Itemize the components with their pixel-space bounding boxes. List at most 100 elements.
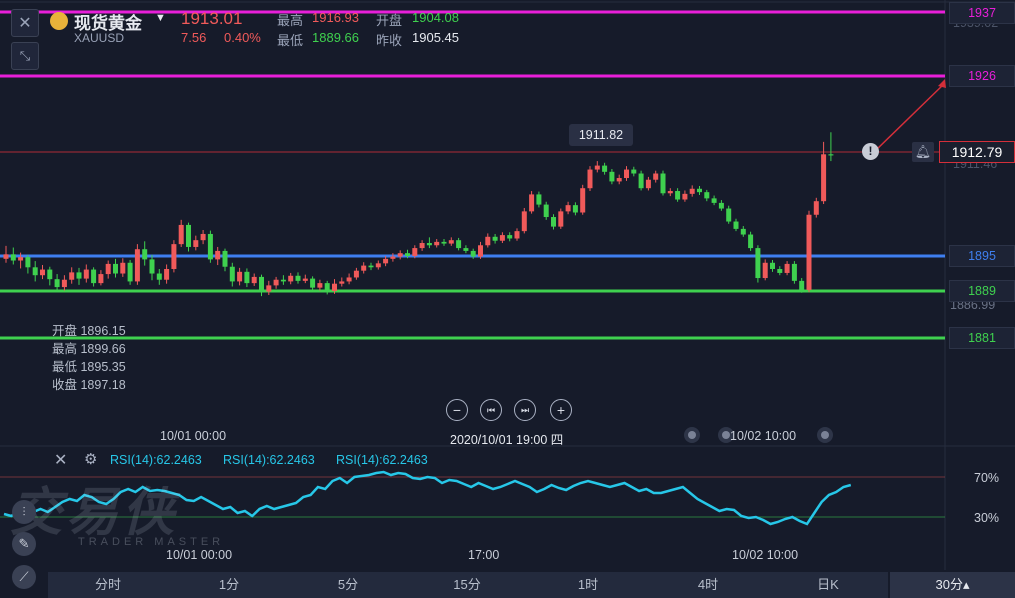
candle-body [302, 278, 308, 281]
candle-body [543, 204, 549, 218]
bars-tool-icon[interactable]: ⫶ [12, 500, 36, 524]
candle-body [558, 211, 564, 227]
candle-body [463, 248, 469, 251]
prev-close-value: 1905.45 [412, 30, 459, 45]
tab-30min-selected[interactable]: 30分▴ [890, 572, 1015, 598]
tab-1min[interactable]: 1分 [218, 577, 240, 592]
candle-body [638, 173, 644, 189]
scroll-to-start-button[interactable]: ⏮ [480, 399, 502, 421]
rsi-label-3: RSI(14):62.2463 [336, 453, 428, 467]
candle-body [667, 191, 673, 194]
skip-forward-icon: ⏭ [520, 404, 530, 415]
candle-body [280, 279, 286, 282]
prev-close-label: 昨收 [376, 33, 403, 48]
candle-body [470, 250, 476, 257]
rsi-line [3, 470, 852, 526]
candle-body [3, 254, 9, 259]
rsi-lower-label: 30% [974, 511, 1000, 525]
candle-body [186, 224, 191, 247]
candle-body [755, 248, 761, 279]
rsi-time-mid: 17:00 [468, 548, 500, 562]
candle-body [171, 244, 177, 269]
level-tag-1937[interactable]: 1937 [949, 2, 1015, 24]
close-icon: ✕ [18, 15, 32, 32]
zoom-out-button[interactable]: − [446, 399, 468, 421]
pencil-tool-icon[interactable]: ✎ [12, 532, 36, 556]
candle-body [390, 256, 396, 259]
tab-1hour[interactable]: 1时 [577, 577, 599, 592]
candle-body [69, 272, 75, 280]
indicator-settings-icon[interactable]: ⚙ [84, 451, 98, 468]
candle-body [215, 250, 221, 260]
candle-body [813, 201, 819, 215]
crosshair-high: 最高 1899.66 [52, 342, 126, 356]
trend-arrow-head [938, 79, 946, 88]
level-tag-1881[interactable]: 1881 [949, 327, 1015, 349]
scroll-to-end-button[interactable]: ⏭ [514, 399, 536, 421]
candle-body [456, 240, 462, 249]
candle-body [551, 217, 556, 227]
candle-body [229, 266, 235, 282]
gold-coin-icon [50, 12, 68, 30]
instrument-name[interactable]: 现货黄金 [74, 14, 142, 33]
close-indicator-icon[interactable]: ✕ [54, 452, 68, 469]
fullscreen-button[interactable]: ⤡ [11, 42, 39, 70]
candle-body [580, 188, 586, 213]
candle-body [76, 272, 82, 279]
instrument-dropdown-icon[interactable]: ▼ [155, 12, 166, 24]
bell-icon[interactable]: 🔔︎ [912, 142, 934, 162]
candle-body [405, 253, 410, 256]
tab-5min[interactable]: 5分 [337, 577, 359, 592]
candle-body [565, 205, 571, 212]
open-label: 开盘 [376, 13, 403, 28]
candle-body [492, 236, 498, 241]
candle-body [726, 208, 732, 222]
candle-body [237, 271, 243, 282]
candle-body [682, 193, 688, 200]
price-change: 7.56 [181, 30, 207, 45]
dot-button-1[interactable] [684, 427, 700, 443]
candle-body [383, 258, 389, 264]
zoom-in-button[interactable]: + [550, 399, 572, 421]
candle-body [514, 231, 520, 239]
candle-body [521, 211, 527, 232]
tab-daily[interactable]: 日K [817, 577, 839, 592]
candle-body [536, 194, 542, 205]
candle-body [47, 269, 53, 280]
candle-body [602, 165, 608, 172]
low-value: 1889.66 [312, 30, 359, 45]
candle-body [244, 271, 250, 284]
candle-body [770, 262, 775, 269]
level-tag-1889[interactable]: 1889 [949, 280, 1015, 302]
candle-body [134, 249, 140, 282]
candle-body [113, 263, 118, 274]
candle-body [324, 283, 330, 292]
candle-body [448, 240, 454, 244]
dot-button-3[interactable] [817, 427, 833, 443]
candle-body [288, 275, 294, 282]
info-icon[interactable]: ! [862, 143, 879, 160]
candle-body [660, 173, 666, 194]
crosshair-close: 收盘 1897.18 [52, 378, 126, 392]
close-chart-button[interactable]: ✕ [11, 9, 39, 37]
candle-body [799, 280, 805, 290]
candle-body [419, 243, 425, 249]
candle-body [91, 269, 97, 284]
candle-body [310, 278, 316, 288]
watermark-logo: 交易侠 [10, 484, 179, 542]
tab-4hour[interactable]: 4时 [697, 577, 719, 592]
trend-tool-icon[interactable]: ⟋ [12, 565, 36, 589]
level-tag-1895[interactable]: 1895 [949, 245, 1015, 267]
candle-body [675, 191, 681, 200]
tab-timeshare[interactable]: 分时 [94, 577, 121, 592]
dot-button-2[interactable] [718, 427, 734, 443]
candle-body [317, 283, 323, 288]
candle-body [339, 281, 345, 284]
candle-body [207, 233, 213, 260]
level-tag-1926[interactable]: 1926 [949, 65, 1015, 87]
current-price-tag: 1912.79 [939, 141, 1015, 163]
time-label-main-left: 10/01 00:00 [160, 429, 227, 443]
tab-15min[interactable]: 15分 [453, 577, 481, 592]
candle-body [142, 249, 148, 260]
